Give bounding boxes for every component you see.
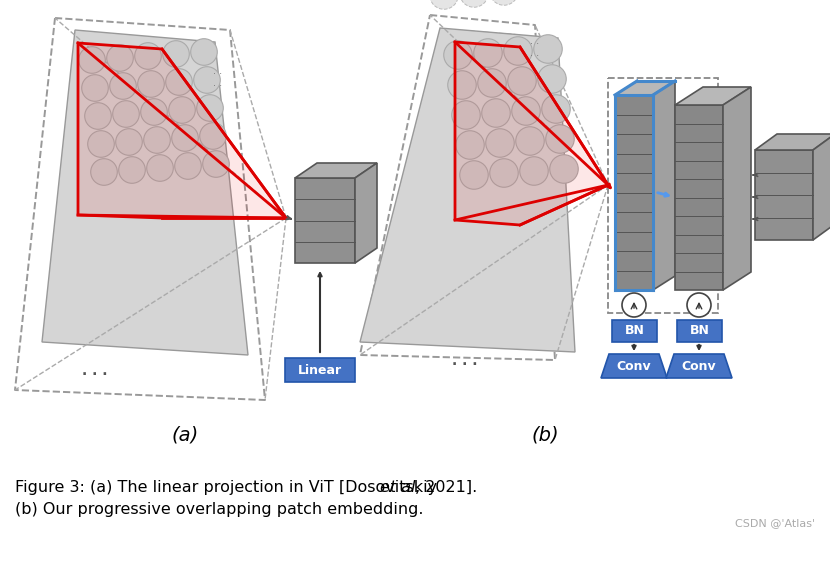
Ellipse shape <box>549 155 579 183</box>
Ellipse shape <box>203 150 229 177</box>
Ellipse shape <box>85 103 111 129</box>
Text: (b) Our progressive overlapping patch embedding.: (b) Our progressive overlapping patch em… <box>15 502 423 517</box>
Ellipse shape <box>172 125 198 152</box>
Polygon shape <box>355 163 377 263</box>
Ellipse shape <box>486 129 515 157</box>
Ellipse shape <box>174 153 202 179</box>
Text: · ·
· ·: · · · · <box>213 69 222 91</box>
Bar <box>608 78 718 313</box>
Text: Figure 3: (a) The linear projection in ViT [Dosovitskiy: Figure 3: (a) The linear projection in V… <box>15 480 442 495</box>
Ellipse shape <box>460 161 488 189</box>
Ellipse shape <box>168 97 195 124</box>
Ellipse shape <box>478 69 506 97</box>
Ellipse shape <box>115 129 142 156</box>
Ellipse shape <box>444 41 472 69</box>
Ellipse shape <box>197 95 223 121</box>
Text: , 2021].: , 2021]. <box>415 480 477 495</box>
Ellipse shape <box>200 123 227 149</box>
Text: · ·
· ·: · · · · <box>530 39 540 61</box>
Text: Linear: Linear <box>298 363 342 376</box>
Ellipse shape <box>141 99 168 125</box>
FancyBboxPatch shape <box>285 358 355 382</box>
Text: Conv: Conv <box>617 359 652 372</box>
Ellipse shape <box>520 157 549 185</box>
Text: BN: BN <box>624 324 644 337</box>
Ellipse shape <box>107 45 134 72</box>
Ellipse shape <box>490 0 518 5</box>
Ellipse shape <box>515 127 544 155</box>
Text: · · ·: · · · <box>452 358 478 372</box>
Ellipse shape <box>452 101 481 129</box>
Polygon shape <box>601 354 667 378</box>
Text: Conv: Conv <box>681 359 716 372</box>
Ellipse shape <box>538 65 566 93</box>
Ellipse shape <box>138 71 164 97</box>
Ellipse shape <box>191 39 217 65</box>
FancyBboxPatch shape <box>677 320 722 342</box>
Polygon shape <box>675 105 723 290</box>
Polygon shape <box>455 42 608 225</box>
Text: (a): (a) <box>171 426 198 444</box>
Ellipse shape <box>81 75 108 101</box>
Polygon shape <box>295 178 355 263</box>
Polygon shape <box>813 134 830 240</box>
Ellipse shape <box>113 101 139 128</box>
Ellipse shape <box>147 154 173 181</box>
Polygon shape <box>755 134 830 150</box>
Ellipse shape <box>474 39 502 67</box>
Polygon shape <box>295 163 377 178</box>
Ellipse shape <box>481 99 510 127</box>
Text: (b): (b) <box>531 426 559 444</box>
Ellipse shape <box>508 67 536 96</box>
Ellipse shape <box>79 47 105 73</box>
Ellipse shape <box>456 131 484 159</box>
Ellipse shape <box>534 35 562 63</box>
Circle shape <box>687 293 711 317</box>
Ellipse shape <box>546 125 574 153</box>
Ellipse shape <box>460 0 488 7</box>
Text: BN: BN <box>690 324 710 337</box>
Polygon shape <box>666 354 732 378</box>
Polygon shape <box>615 95 653 290</box>
Polygon shape <box>78 43 286 218</box>
Text: CSDN @'Atlas': CSDN @'Atlas' <box>735 518 815 528</box>
Polygon shape <box>755 150 813 240</box>
Text: et al.: et al. <box>380 480 421 495</box>
Polygon shape <box>723 87 751 290</box>
Polygon shape <box>653 81 675 290</box>
Ellipse shape <box>504 37 532 65</box>
Circle shape <box>622 293 646 317</box>
Ellipse shape <box>163 41 189 67</box>
Ellipse shape <box>88 130 115 157</box>
Polygon shape <box>675 87 751 105</box>
Polygon shape <box>615 81 675 95</box>
Ellipse shape <box>110 73 136 100</box>
Ellipse shape <box>144 127 170 153</box>
FancyBboxPatch shape <box>612 320 657 342</box>
Ellipse shape <box>490 159 518 187</box>
Ellipse shape <box>447 71 476 100</box>
Text: · · ·: · · · <box>82 368 108 382</box>
Polygon shape <box>42 30 248 355</box>
Ellipse shape <box>542 95 570 123</box>
Ellipse shape <box>166 69 193 96</box>
Ellipse shape <box>134 43 161 69</box>
Ellipse shape <box>119 157 145 183</box>
Ellipse shape <box>90 158 117 185</box>
Ellipse shape <box>193 67 220 93</box>
Ellipse shape <box>512 97 540 125</box>
Polygon shape <box>360 28 575 352</box>
Ellipse shape <box>430 0 458 9</box>
